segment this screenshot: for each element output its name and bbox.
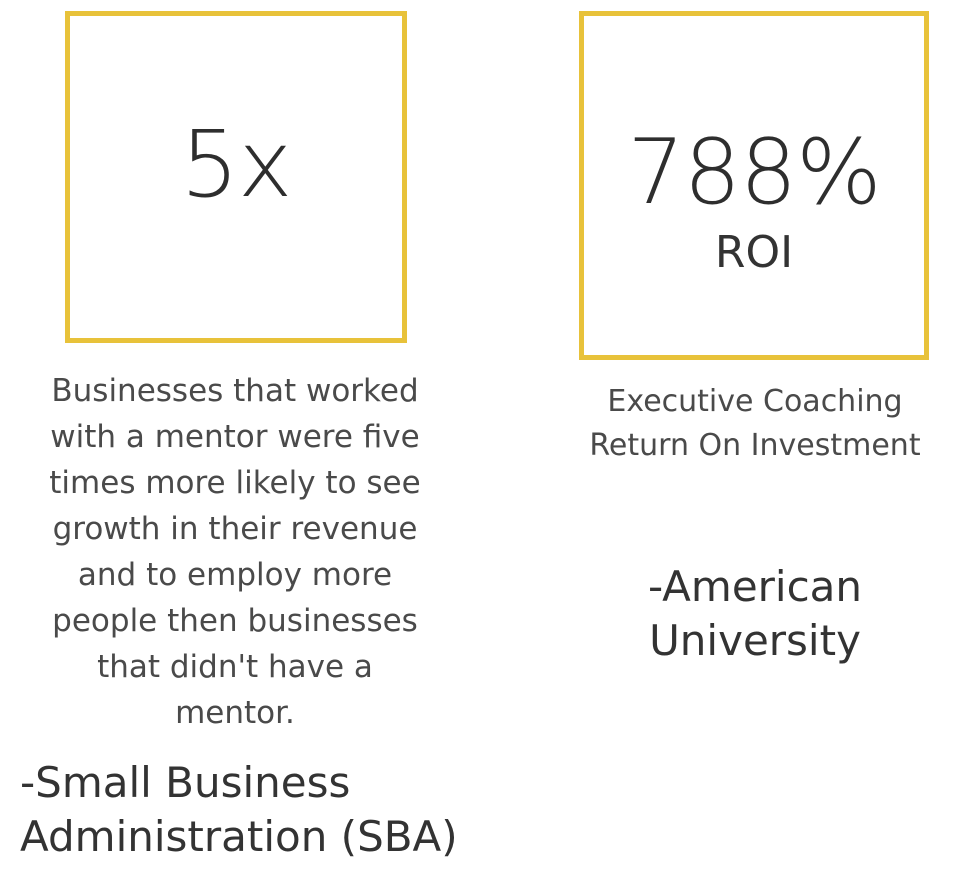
source-line: -Small Business: [20, 758, 351, 807]
description-line: growth in their revenue: [52, 511, 418, 547]
description-line: Return On Investment: [589, 428, 921, 463]
description-line: with a mentor were five: [50, 419, 420, 455]
stat-number-5x: 5x: [180, 111, 293, 218]
description-line: that didn't have a: [97, 649, 373, 685]
source-line: Administration (SBA): [20, 812, 458, 861]
description-line: times more likely to see: [49, 465, 421, 501]
roi-description: Executive Coaching Return On Investment: [548, 380, 962, 468]
description-line: people then businesses: [52, 603, 418, 639]
stat-box-mentor: 5x: [65, 11, 407, 343]
source-line: University: [649, 616, 861, 665]
source-line: -American: [647, 562, 863, 611]
source-american-university: -American University: [600, 560, 910, 668]
description-line: Executive Coaching: [607, 384, 903, 419]
description-line: Businesses that worked: [51, 373, 419, 409]
source-sba: -Small Business Administration (SBA): [20, 756, 540, 864]
description-line: and to employ more: [77, 557, 393, 593]
stat-number-788: 788%: [627, 120, 881, 225]
stat-sub-label-roi: ROI: [714, 227, 794, 278]
mentor-description: Businesses that worked with a mentor wer…: [20, 368, 450, 736]
description-line: mentor.: [175, 695, 295, 731]
stat-box-roi: 788% ROI: [579, 11, 929, 360]
